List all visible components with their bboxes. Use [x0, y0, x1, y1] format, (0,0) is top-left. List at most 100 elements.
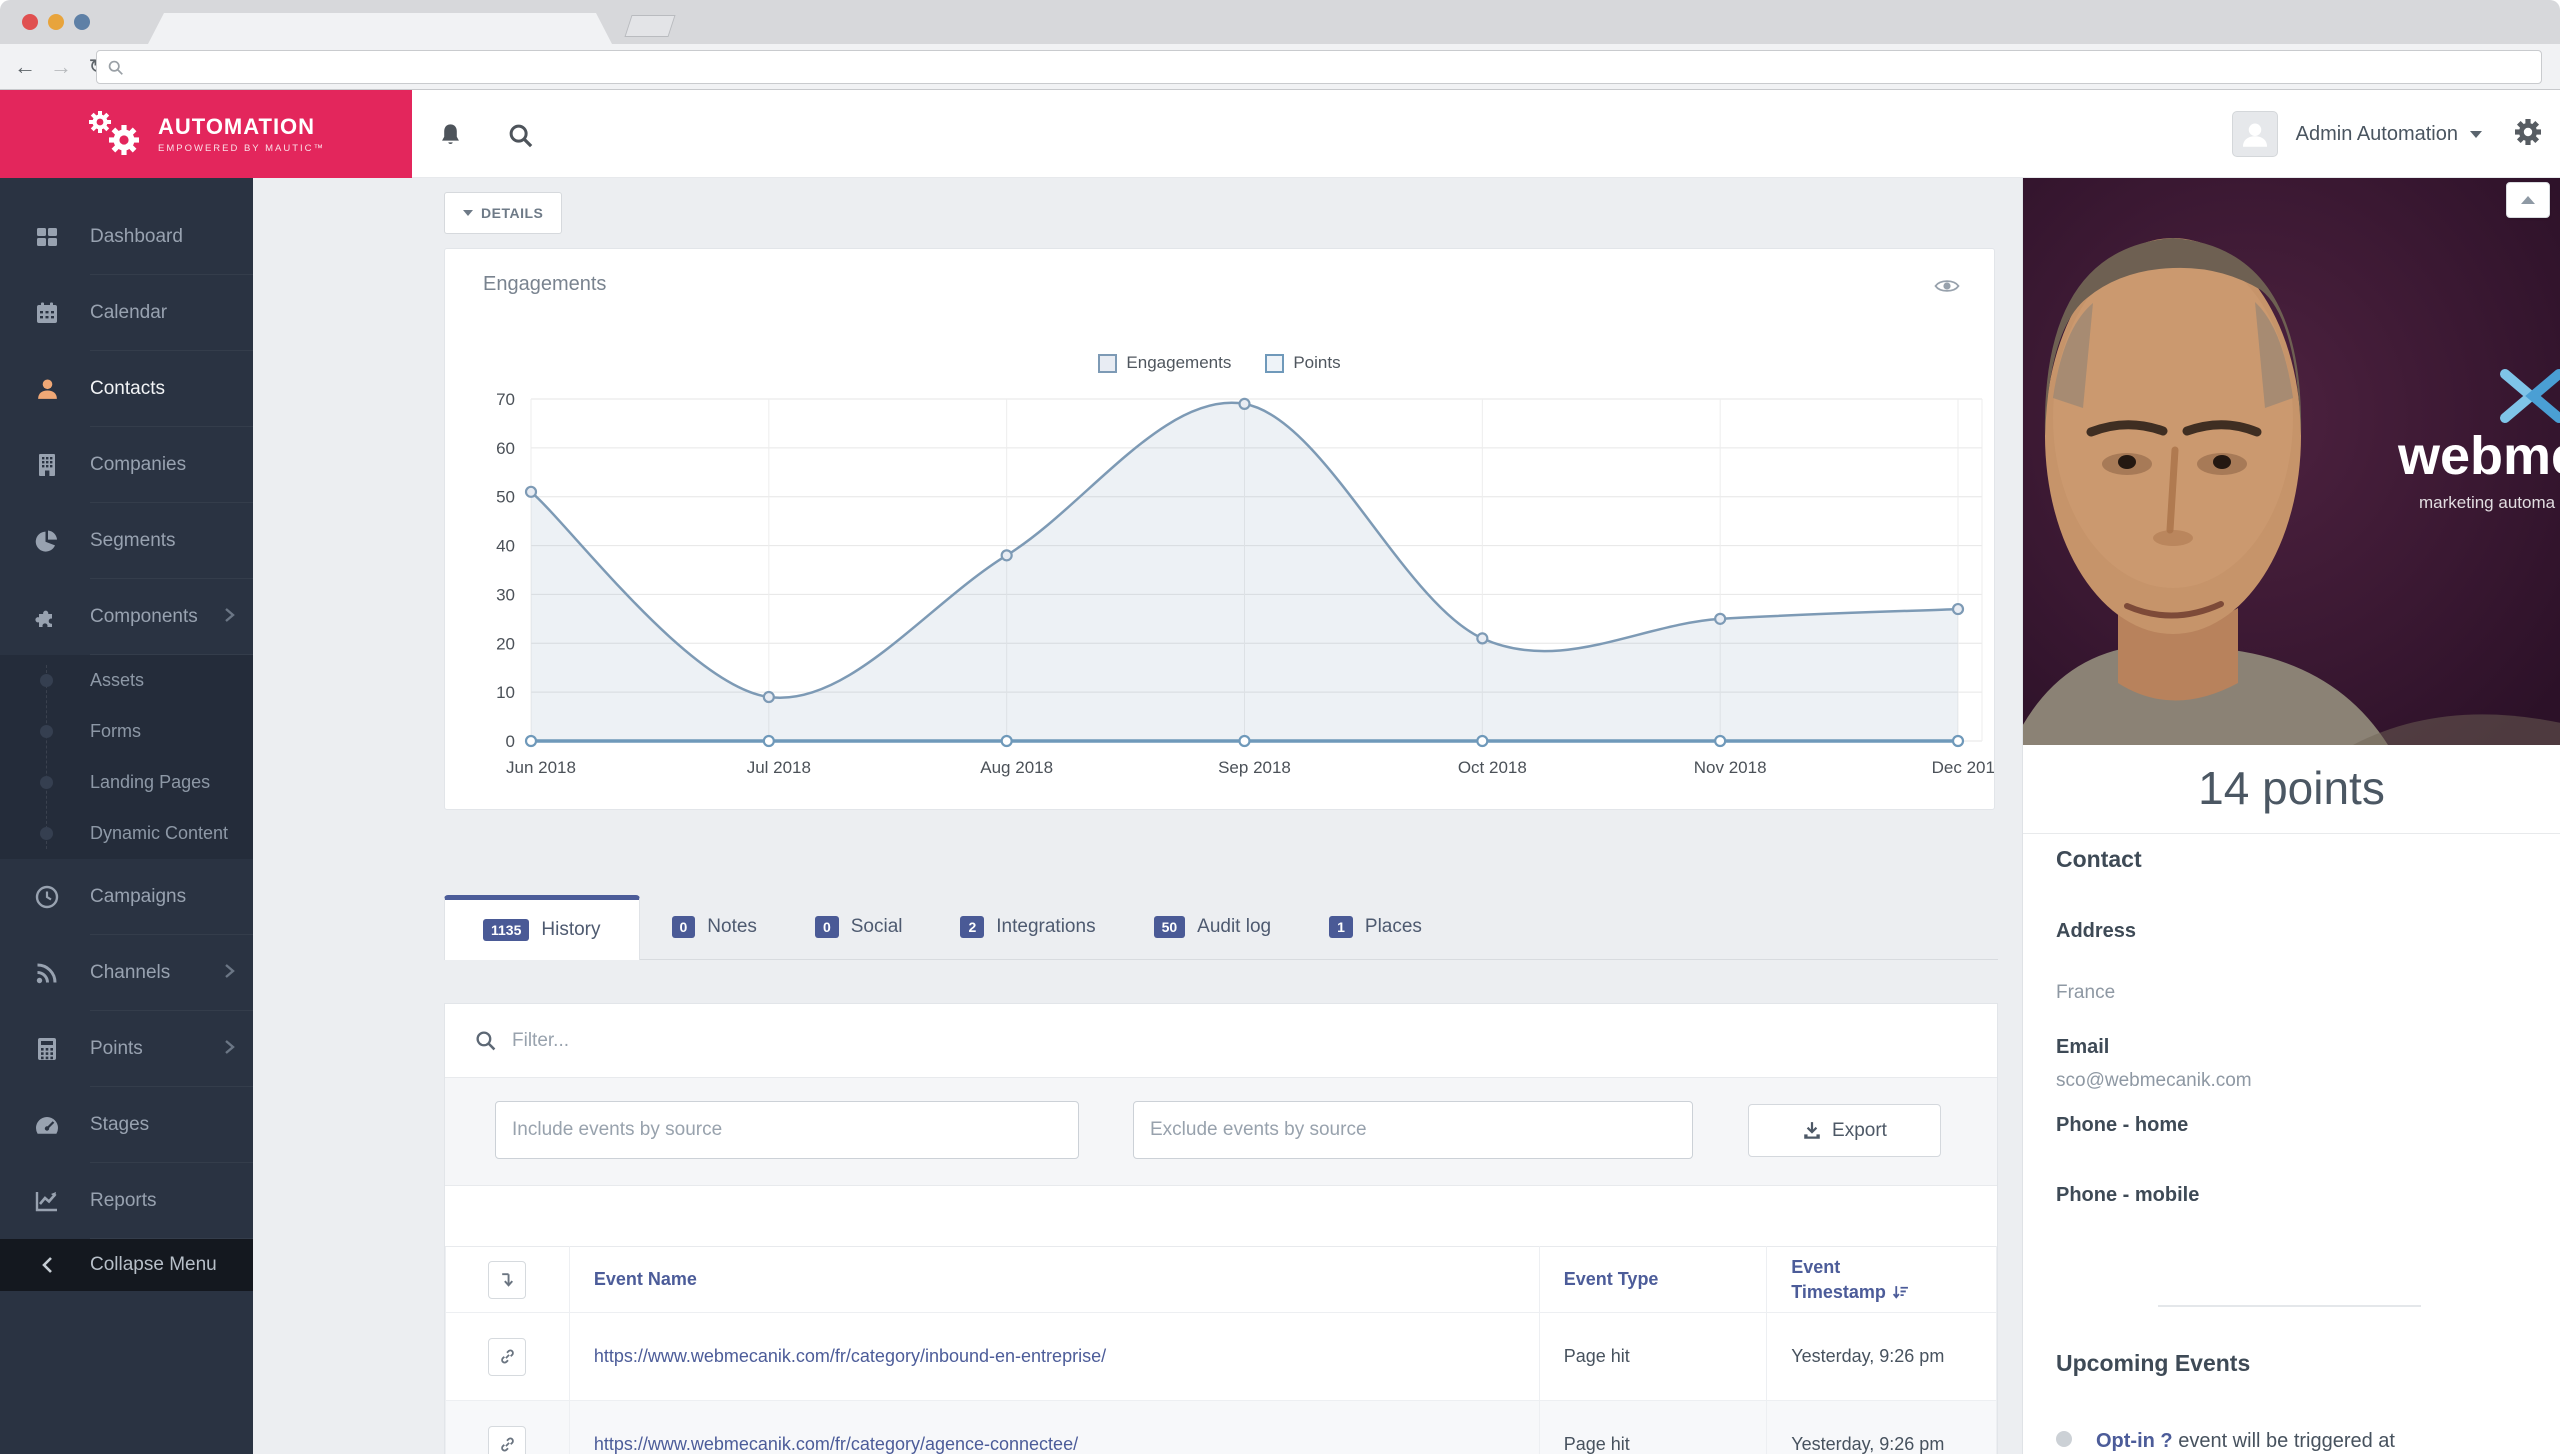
svg-text:Oct 2018: Oct 2018 — [1458, 758, 1527, 777]
sidebar-item-calendar[interactable]: Calendar — [0, 275, 253, 351]
svg-text:20: 20 — [496, 634, 515, 653]
column-header-event-type[interactable]: Event Type — [1538, 1246, 1768, 1313]
arrow-down-icon — [502, 1273, 513, 1287]
chart-legend: Engagements Points — [445, 353, 1994, 373]
browser-tab[interactable] — [148, 13, 612, 44]
app-header: AUTOMATION EMPOWERED BY MAUTIC™ — [0, 90, 2560, 178]
gears-icon — [88, 108, 148, 160]
sidebar-item-dynamic-content[interactable]: Dynamic Content — [0, 808, 253, 859]
window-close-button[interactable] — [22, 14, 38, 30]
eye-icon[interactable] — [1934, 277, 1960, 300]
sidebar-item-forms[interactable]: Forms — [0, 706, 253, 757]
tab-social[interactable]: 0 Social — [789, 895, 929, 959]
person-icon — [2242, 123, 2267, 147]
table-row: https://www.webmecanik.com/fr/category/i… — [445, 1312, 1997, 1401]
window-minimize-button[interactable] — [48, 14, 64, 30]
sidebar-item-assets[interactable]: Assets — [0, 655, 253, 706]
tab-count-badge: 50 — [1153, 916, 1186, 938]
svg-text:50: 50 — [496, 488, 515, 507]
events-table: Event Name Event Type Event Timestamp — [445, 1246, 1997, 1454]
link-icon — [501, 1349, 514, 1364]
url-input[interactable] — [132, 58, 2531, 76]
email-label: Email — [2056, 1036, 2110, 1058]
filter-input[interactable] — [512, 1029, 1967, 1052]
browser-toolbar: ← → ↻ — [0, 44, 2560, 90]
tab-places[interactable]: 1 Places — [1303, 895, 1448, 959]
global-search-button[interactable] — [508, 123, 533, 153]
tab-count-badge: 1135 — [483, 919, 530, 941]
collapse-menu-button[interactable]: Collapse Menu — [0, 1239, 253, 1291]
engagements-line-chart[interactable]: 0 10 20 30 40 50 60 70 Jun 2018 Jul 2018 Aug 2018 S… — [445, 379, 1994, 809]
export-button[interactable]: Export — [1748, 1104, 1941, 1157]
calculator-icon — [32, 1037, 62, 1061]
event-link[interactable]: https://www.webmecanik.com/fr/category/a… — [593, 1434, 1079, 1454]
back-button[interactable]: ← — [14, 54, 36, 79]
user-avatar[interactable] — [2231, 111, 2278, 157]
tab-notes[interactable]: 0 Notes — [646, 895, 783, 959]
sidebar-item-segments[interactable]: Segments — [0, 503, 253, 579]
history-panel: Export Event Name Event Type — [444, 1003, 1998, 1454]
sidebar-item-points[interactable]: Points — [0, 1011, 253, 1087]
sidebar-item-dashboard[interactable]: Dashboard — [0, 199, 253, 275]
svg-text:70: 70 — [496, 390, 515, 409]
source-filters-row: Export — [445, 1078, 1997, 1186]
svg-text:10: 10 — [496, 683, 515, 702]
upcoming-events-title: Upcoming Events — [2056, 1350, 2251, 1376]
sidebar-item-stages[interactable]: Stages — [0, 1087, 253, 1163]
sidebar-item-contacts[interactable]: Contacts — [0, 351, 253, 427]
webmecanik-logo: webmeca marketing automa — [2397, 369, 2560, 512]
sidebar-item-components[interactable]: Components — [0, 579, 253, 655]
tab-history[interactable]: 1135 History — [444, 895, 640, 960]
tab-audit-log[interactable]: 50 Audit log — [1128, 895, 1298, 959]
user-menu[interactable]: Admin Automation — [2296, 123, 2482, 146]
legend-swatch — [1098, 353, 1118, 373]
sidebar-item-landing-pages[interactable]: Landing Pages — [0, 757, 253, 808]
browser-titlebar — [0, 0, 2560, 44]
link-icon — [501, 1437, 514, 1452]
page-hit-link-button[interactable] — [488, 1425, 527, 1454]
include-events-input[interactable] — [495, 1101, 1079, 1159]
divider — [2023, 833, 2560, 834]
search-icon — [509, 124, 533, 148]
tab-count-badge: 2 — [960, 916, 985, 938]
sidebar-item-companies[interactable]: Companies — [0, 427, 253, 503]
sidebar-item-campaigns[interactable]: Campaigns — [0, 859, 253, 935]
bullet-icon — [40, 827, 53, 840]
address-bar[interactable] — [96, 50, 2542, 84]
svg-text:marketing automa: marketing automa — [2419, 493, 2556, 512]
page-hit-link-button[interactable] — [488, 1337, 527, 1376]
panel-collapse-button[interactable] — [2506, 182, 2550, 218]
column-header-event-timestamp[interactable]: Event Timestamp — [1766, 1246, 1997, 1313]
sidebar-item-reports[interactable]: Reports — [0, 1163, 253, 1239]
chevron-right-icon — [224, 607, 235, 628]
legend-swatch — [1265, 353, 1285, 373]
legend-item-points[interactable]: Points — [1265, 353, 1341, 373]
brand-logo[interactable]: AUTOMATION EMPOWERED BY MAUTIC™ — [0, 90, 412, 178]
legend-item-engagements[interactable]: Engagements — [1098, 353, 1231, 373]
sort-desc-icon — [1892, 1285, 1908, 1299]
notifications-button[interactable] — [437, 121, 464, 154]
bullet-icon — [40, 674, 53, 687]
tab-integrations[interactable]: 2 Integrations — [934, 895, 1121, 959]
calendar-icon — [32, 301, 62, 325]
phone-mobile-label: Phone - mobile — [2056, 1184, 2200, 1206]
expand-all-button[interactable] — [488, 1260, 527, 1299]
event-link[interactable]: https://www.webmecanik.com/fr/category/i… — [593, 1346, 1107, 1366]
upcoming-event-link[interactable]: Opt-in ? — [2096, 1430, 2173, 1452]
settings-button[interactable] — [2514, 118, 2542, 151]
forward-button[interactable]: → — [50, 54, 72, 79]
exclude-events-input[interactable] — [1133, 1101, 1693, 1159]
new-tab-button[interactable] — [624, 15, 676, 37]
email-value: sco@webmecanik.com — [2056, 1070, 2252, 1091]
sidebar-item-channels[interactable]: Channels — [0, 935, 253, 1011]
phone-home-label: Phone - home — [2056, 1114, 2189, 1136]
filter-bar — [445, 1004, 1997, 1078]
window-zoom-button[interactable] — [74, 14, 90, 30]
caret-up-icon — [2521, 196, 2535, 204]
svg-text:Sep 2018: Sep 2018 — [1218, 758, 1291, 777]
chevron-right-icon — [224, 1039, 235, 1060]
event-timestamp: Yesterday, 9:26 pm — [1791, 1434, 1945, 1454]
column-header-event-name[interactable]: Event Name — [568, 1246, 1540, 1313]
details-toggle-button[interactable]: DETAILS — [444, 192, 563, 234]
